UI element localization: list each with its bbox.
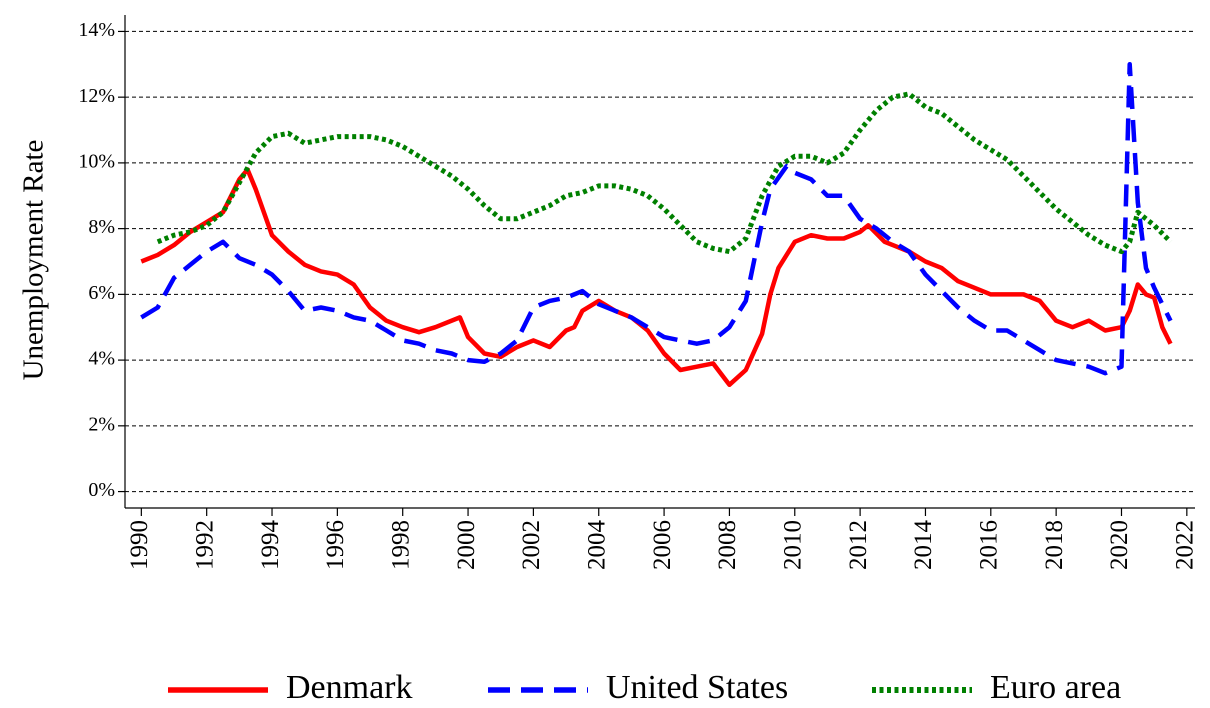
x-tick-label: 2004	[583, 520, 610, 571]
x-tick-label: 2000	[453, 520, 480, 570]
legend-label: Euro area	[990, 669, 1121, 706]
x-tick-label: 1998	[387, 520, 414, 570]
x-tick-label: 1996	[322, 520, 349, 570]
y-tick-label: 8%	[88, 216, 115, 238]
x-tick-label: 2016	[976, 520, 1003, 570]
series-line	[140, 62, 1173, 376]
x-tick-label: 2012	[845, 520, 872, 570]
x-tick-label: 1990	[126, 520, 153, 570]
x-tick-label: 1992	[191, 520, 218, 570]
y-tick-label: 0%	[88, 479, 115, 501]
y-axis-title: Unemployment Rate	[18, 140, 50, 381]
y-tick-label: 12%	[78, 85, 115, 107]
y-tick-label: 6%	[88, 282, 115, 304]
y-tick-label: 10%	[78, 150, 115, 172]
series-line	[140, 167, 1173, 388]
legend-label: Denmark	[286, 669, 413, 706]
y-tick-label: 14%	[78, 19, 115, 41]
x-tick-label: 2008	[714, 520, 741, 570]
x-tick-label: 2020	[1106, 520, 1133, 570]
y-tick-label: 4%	[88, 348, 115, 370]
x-tick-label: 1994	[257, 520, 284, 571]
x-tick-label: 2006	[649, 520, 676, 570]
x-tick-label: 2002	[518, 520, 545, 570]
x-tick-label: 2022	[1172, 520, 1199, 570]
x-tick-label: 2014	[910, 520, 937, 571]
x-tick-label: 2018	[1041, 520, 1068, 570]
y-tick-label: 2%	[88, 413, 115, 435]
series-line	[156, 91, 1173, 255]
legend-label: United States	[606, 669, 788, 706]
x-tick-label: 2010	[780, 520, 807, 570]
